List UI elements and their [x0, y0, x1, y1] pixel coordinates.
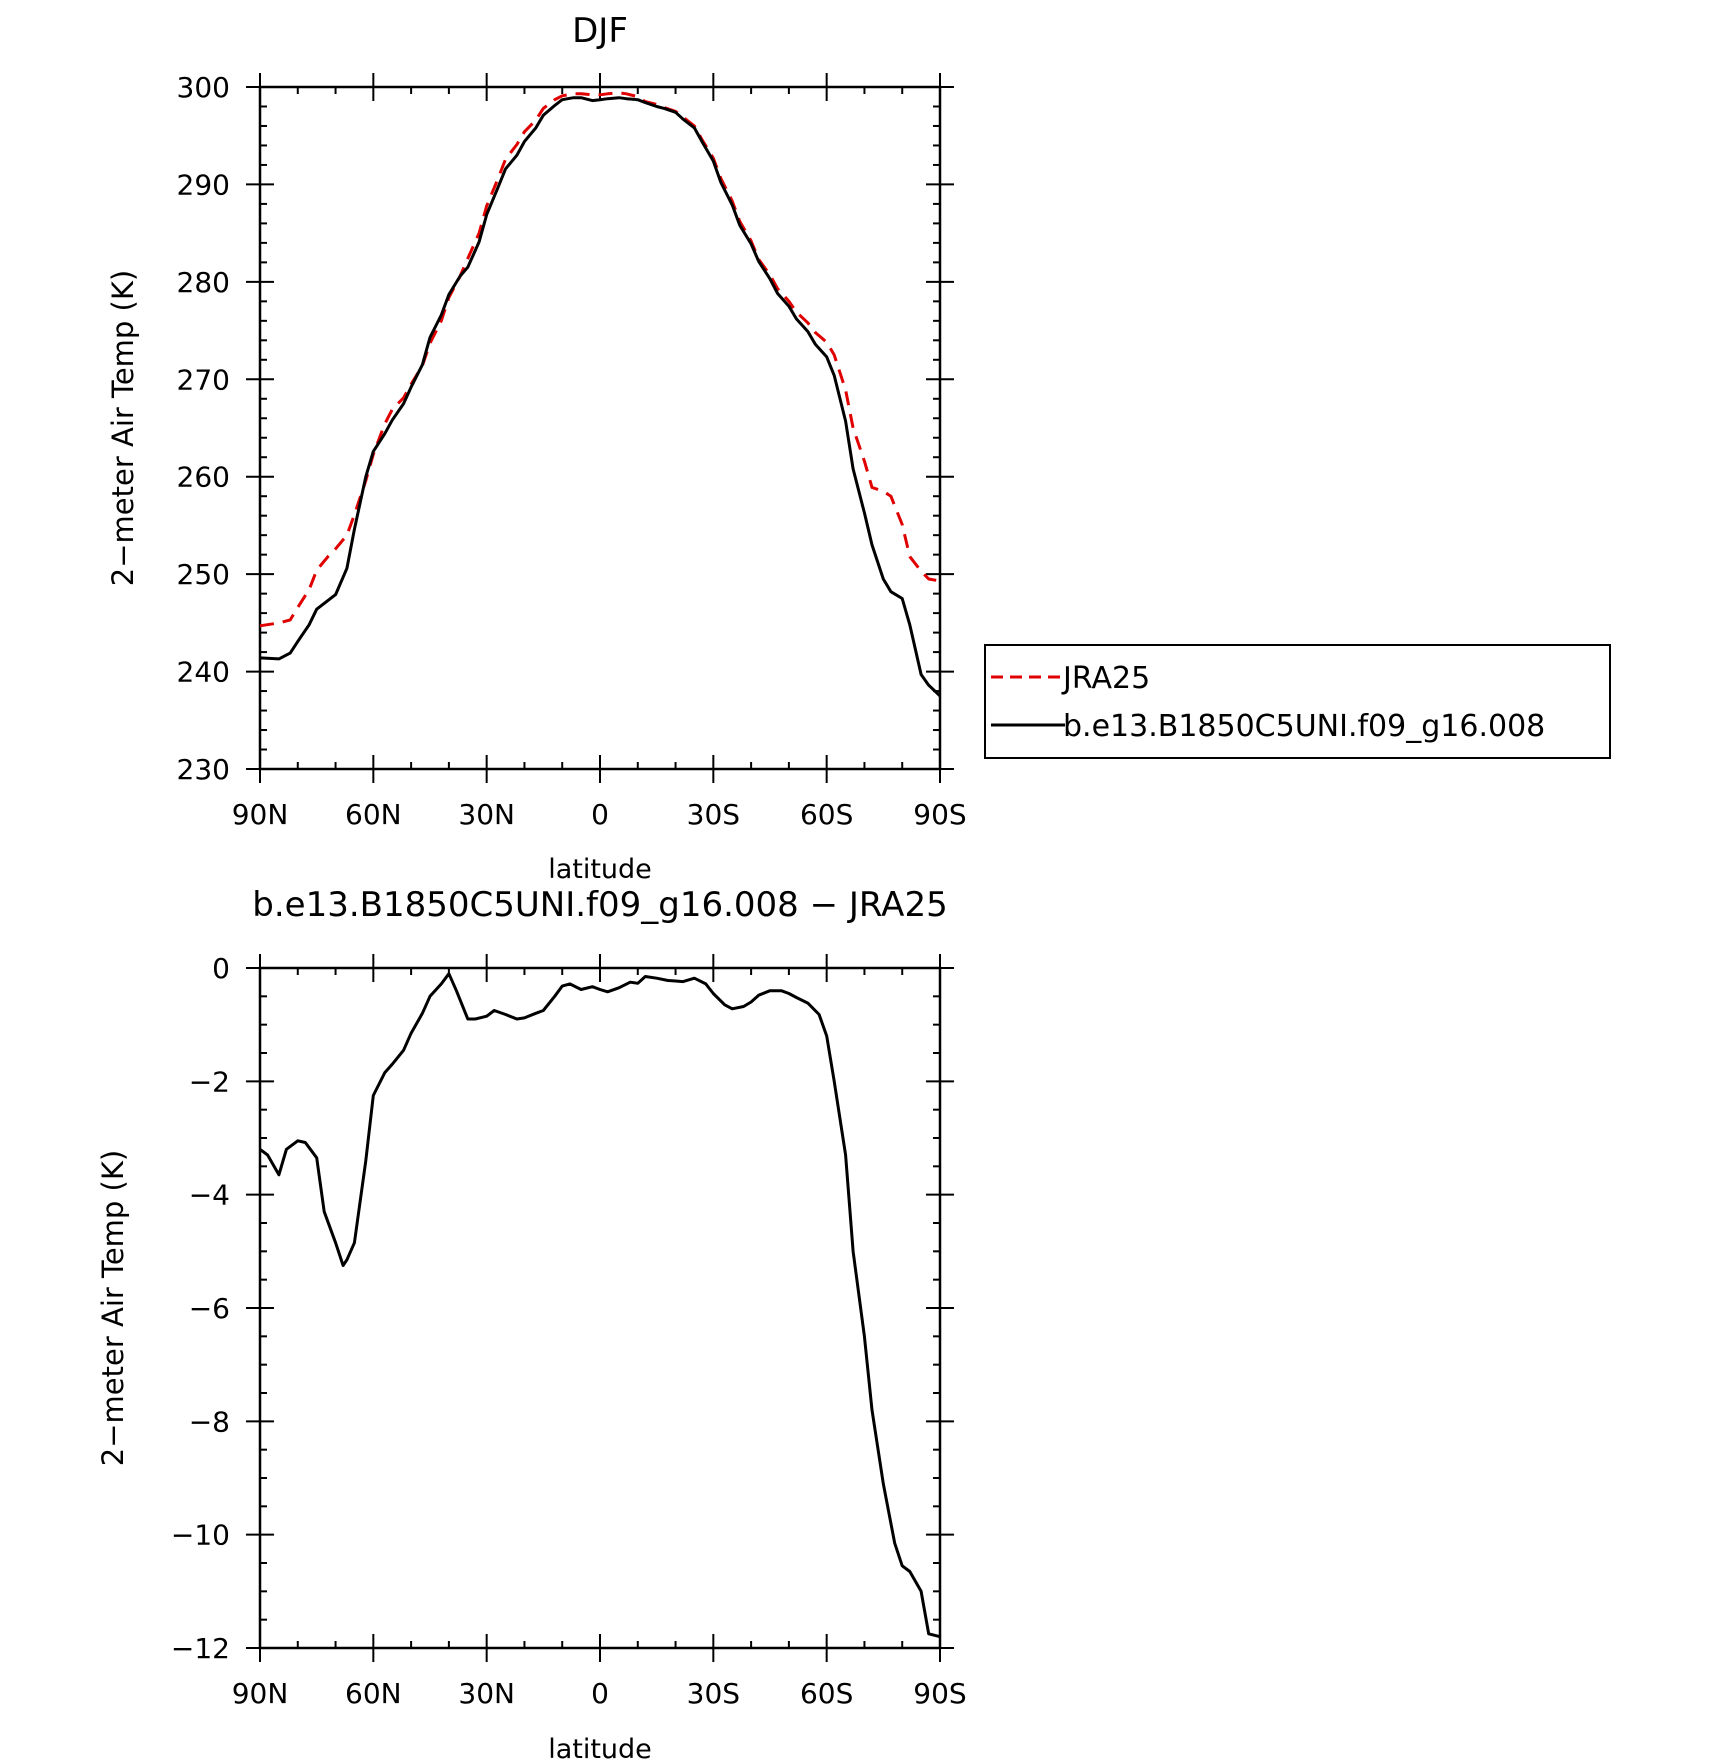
- x-axis-label: latitude: [548, 1734, 652, 1762]
- x-tick-label: 60S: [800, 798, 853, 831]
- y-tick-label: 280: [177, 266, 230, 299]
- y-axis-label: 2−meter Air Temp (K): [106, 270, 140, 586]
- series-line-jra25: [259, 91, 941, 628]
- x-tick-label: 0: [591, 1677, 609, 1710]
- x-tick-label: 30N: [458, 798, 515, 831]
- bottom-panel-difference: 90N 60N 30N 0 30S 60S 90S 0 −2 −4 −6 −8 −10 −12 b.e13.…: [96, 885, 967, 1762]
- x-tick-label: 90S: [913, 798, 966, 831]
- x-tick-label: 0: [591, 798, 609, 831]
- y-tick-label: 240: [177, 656, 230, 689]
- y-tick-label: 0: [212, 952, 230, 985]
- series-line-b-e13-b1850c5uni-f09-g16-008: [259, 96, 942, 697]
- x-tick-label: 30S: [687, 798, 740, 831]
- series-line-difference: [259, 972, 941, 1639]
- plot-frame: [258, 966, 942, 1650]
- y-axis-label: 2−meter Air Temp (K): [96, 1150, 130, 1466]
- chart-title: DJF: [572, 11, 628, 51]
- x-tick-label: 90S: [913, 1677, 966, 1710]
- y-tick-label: 230: [177, 753, 230, 786]
- x-tick-label: 90N: [232, 1677, 289, 1710]
- legend-label: b.e13.B1850C5UNI.f09_g16.008: [1063, 709, 1545, 744]
- y-tick-label: 300: [177, 71, 230, 104]
- y-tick-label: −8: [189, 1405, 230, 1438]
- legend: JRA25 b.e13.B1850C5UNI.f09_g16.008: [984, 644, 1611, 759]
- x-tick-label: 60S: [800, 1677, 853, 1710]
- x-tick-label: 90N: [232, 798, 289, 831]
- y-tick-label: −4: [189, 1179, 230, 1212]
- y-tick-label: −2: [189, 1065, 230, 1098]
- y-tick-label: −12: [171, 1632, 230, 1665]
- y-tick-label: 290: [177, 168, 230, 201]
- legend-box: [984, 644, 1611, 759]
- x-tick-label: 60N: [345, 798, 402, 831]
- y-tick-label: 270: [177, 363, 230, 396]
- chart-title: b.e13.B1850C5UNI.f09_g16.008 − JRA25: [252, 885, 947, 925]
- y-tick-label: 260: [177, 461, 230, 494]
- x-tick-label: 30N: [458, 1677, 515, 1710]
- y-tick-label: −6: [189, 1292, 230, 1325]
- x-tick-label: 30S: [687, 1677, 740, 1710]
- plot-frame: [258, 85, 942, 771]
- y-tick-label: −10: [171, 1519, 230, 1552]
- top-panel-djf: 90N 60N 30N 0 30S 60S 90S 300 290 280 270 260 250 240…: [106, 11, 1611, 885]
- x-tick-label: 60N: [345, 1677, 402, 1710]
- legend-label: JRA25: [1061, 661, 1150, 696]
- y-tick-label: 250: [177, 558, 230, 591]
- x-axis-label: latitude: [548, 854, 652, 885]
